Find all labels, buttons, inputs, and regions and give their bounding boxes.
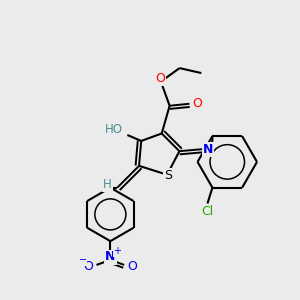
Text: N: N [105,250,116,263]
Text: −: − [79,255,87,265]
Text: H: H [103,178,112,191]
Text: N: N [203,143,213,156]
Text: O: O [192,97,202,110]
Text: O: O [127,260,137,273]
Text: S: S [164,169,172,182]
Text: O: O [155,71,165,85]
Text: HO: HO [104,123,122,136]
Text: +: + [113,246,121,256]
Text: Cl: Cl [201,205,214,218]
Text: O: O [84,260,94,273]
